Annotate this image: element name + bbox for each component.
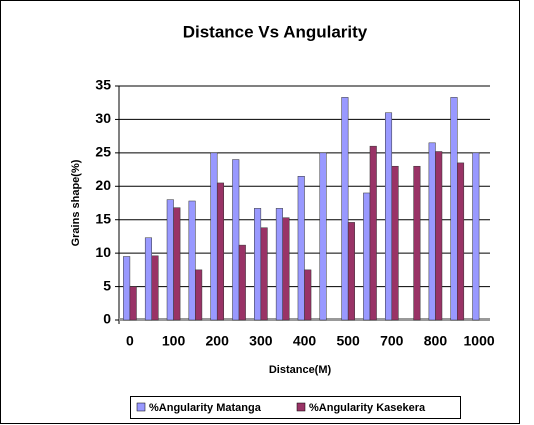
- x-tick-label: 1000: [464, 333, 495, 349]
- legend-swatch: [136, 402, 146, 412]
- bar: [144, 237, 152, 321]
- bar: [363, 192, 371, 321]
- bar: [384, 112, 393, 321]
- x-tick-label: 800: [424, 333, 448, 349]
- x-tick-label: 700: [380, 333, 404, 349]
- chart-title: Distance Vs Angularity: [183, 22, 368, 41]
- legend-label: %Angularity Matanga: [149, 402, 262, 414]
- x-tick-label: 200: [206, 333, 230, 349]
- y-tick-label: 0: [103, 311, 111, 327]
- bar: [282, 217, 290, 321]
- x-tick-label: 400: [293, 333, 317, 349]
- y-tick-label: 25: [95, 144, 111, 160]
- legend-label: %Angularity Kasekera: [309, 402, 426, 414]
- x-tick-label: 0: [126, 333, 134, 349]
- bar: [304, 269, 312, 321]
- legend-swatch: [296, 402, 306, 412]
- bar: [238, 244, 246, 321]
- bar: [457, 162, 465, 321]
- bar: [413, 165, 421, 321]
- bar: [319, 152, 327, 321]
- bar: [472, 152, 480, 321]
- y-tick-label: 5: [103, 277, 111, 293]
- bar: [369, 145, 377, 321]
- bar: [151, 255, 159, 321]
- bar: [166, 199, 174, 321]
- bar: [195, 269, 203, 321]
- x-tick-label: 100: [162, 333, 186, 349]
- bar: [435, 151, 443, 321]
- x-axis-label: Distance(M): [269, 364, 332, 376]
- bar: [341, 97, 349, 321]
- bar: [210, 152, 218, 321]
- bar: [232, 159, 240, 321]
- bar: [188, 200, 196, 321]
- y-tick-label: 30: [95, 110, 111, 126]
- bar: [123, 256, 131, 321]
- bar: [173, 207, 181, 321]
- y-tick-label: 20: [95, 177, 111, 193]
- y-tick-label: 15: [95, 210, 111, 226]
- x-tick-label: 300: [249, 333, 273, 349]
- bar: [428, 142, 436, 321]
- bar: [297, 176, 305, 321]
- y-tick-label: 35: [95, 77, 111, 93]
- bar: [450, 97, 458, 321]
- bar: [260, 227, 268, 321]
- y-tick-label: 10: [95, 244, 111, 260]
- bar: [254, 208, 262, 321]
- x-tick-label: 500: [336, 333, 360, 349]
- legend: [130, 396, 461, 419]
- bar: [347, 222, 355, 321]
- bar: [275, 208, 283, 321]
- bar: [391, 165, 399, 321]
- bar: [129, 286, 137, 321]
- bar: [216, 182, 225, 321]
- y-axis-label: Grains shape(%): [70, 159, 82, 246]
